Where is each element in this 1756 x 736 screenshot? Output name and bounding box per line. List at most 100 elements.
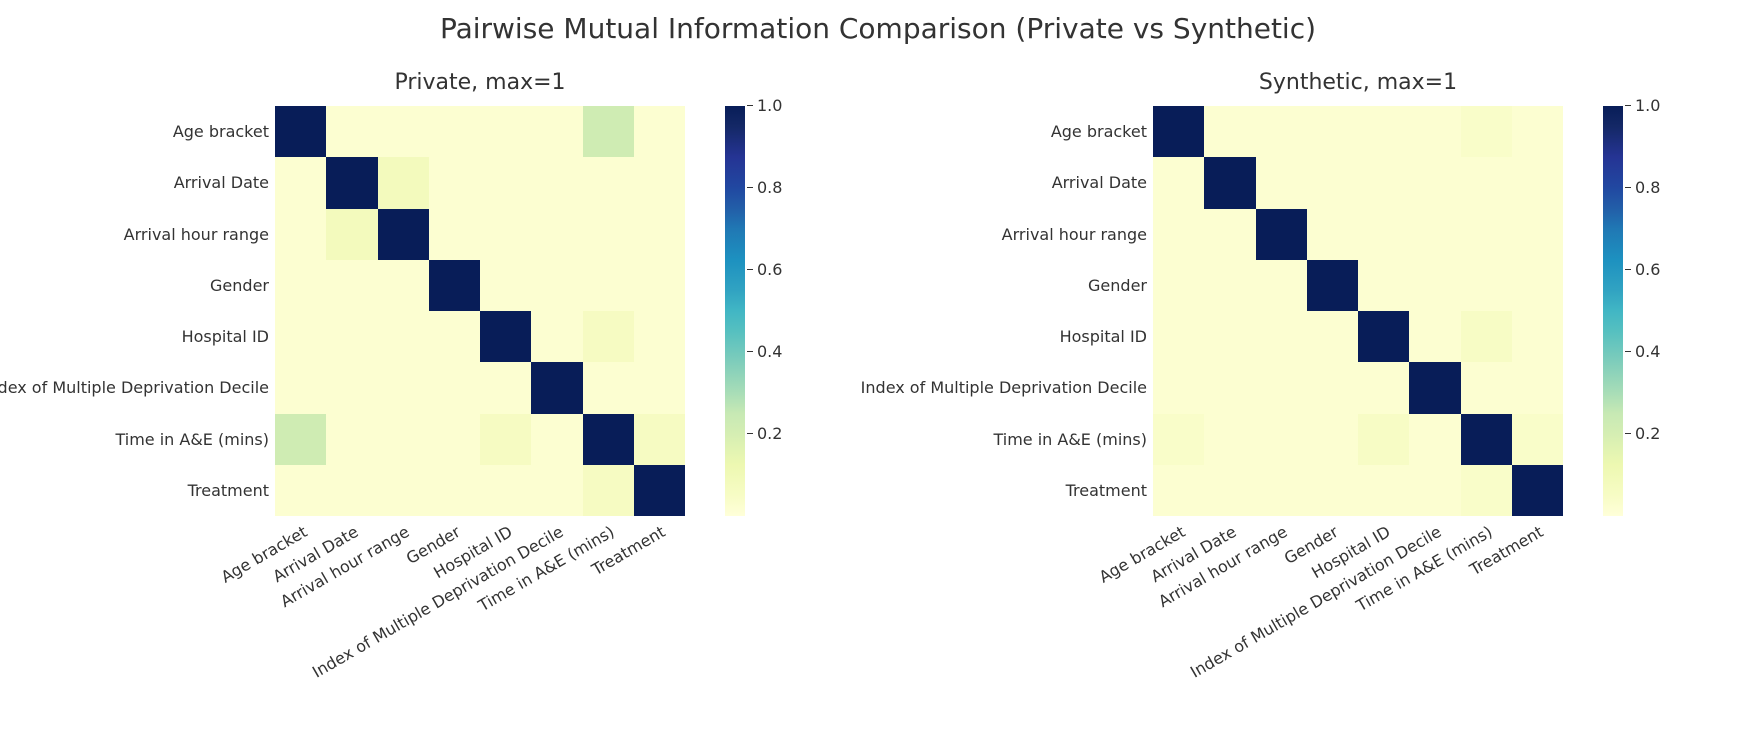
- heatmap-cell: [275, 106, 326, 157]
- heatmap-cell: [429, 106, 480, 157]
- heatmap-cell: [583, 465, 634, 516]
- colorbar-ticks: 0.20.40.60.81.0: [1625, 106, 1685, 516]
- heatmap-cell: [429, 311, 480, 362]
- heatmap-cell: [1256, 106, 1307, 157]
- heatmap-cell: [1358, 362, 1409, 413]
- heatmap-cell: [480, 465, 531, 516]
- y-label: Arrival Date: [878, 157, 1153, 208]
- colorbar-tick: 1.0: [1625, 96, 1660, 115]
- heatmap-cell: [1461, 106, 1512, 157]
- heatmap-cell: [1409, 260, 1460, 311]
- heatmap-cell: [1461, 414, 1512, 465]
- heatmap-cell: [1512, 465, 1563, 516]
- heatmap-cell: [1512, 106, 1563, 157]
- heatmap-cell: [531, 414, 582, 465]
- heatmap-cell: [275, 157, 326, 208]
- heatmap-cell: [429, 157, 480, 208]
- heatmap-cell: [1409, 209, 1460, 260]
- colorbar-gradient: [725, 106, 745, 516]
- heatmap-cell: [1307, 414, 1358, 465]
- colorbar-tick-mark: [1625, 187, 1631, 188]
- y-label: Gender: [878, 260, 1153, 311]
- heatmap-cell: [429, 260, 480, 311]
- heatmap-cell: [429, 209, 480, 260]
- heatmap-cell: [1307, 260, 1358, 311]
- heatmap-cell: [1409, 362, 1460, 413]
- heatmap-cell: [1256, 414, 1307, 465]
- panel-1: Synthetic, max=1Age bracketArrival DateA…: [878, 70, 1756, 690]
- heatmap-cell: [583, 157, 634, 208]
- colorbar-tick-label: 0.2: [757, 424, 782, 443]
- heatmap-cell: [583, 106, 634, 157]
- heatmap-cell: [1409, 465, 1460, 516]
- heatmap-cell: [1307, 362, 1358, 413]
- heatmap-cell: [480, 157, 531, 208]
- colorbar-gradient: [1603, 106, 1623, 516]
- heatmap: [1153, 106, 1563, 516]
- heatmap-cell: [1204, 157, 1255, 208]
- colorbar-tick: 0.8: [1625, 178, 1660, 197]
- x-axis-labels: Age bracketArrival DateArrival hour rang…: [275, 516, 685, 736]
- heatmap-cell: [1461, 260, 1512, 311]
- x-axis-labels: Age bracketArrival DateArrival hour rang…: [1153, 516, 1563, 736]
- heatmap-cell: [1153, 362, 1204, 413]
- heatmap-cell: [1461, 465, 1512, 516]
- heatmap-cell: [275, 362, 326, 413]
- heatmap-cell: [1358, 106, 1409, 157]
- colorbar-tick-label: 1.0: [1635, 96, 1660, 115]
- heatmap-cell: [1358, 311, 1409, 362]
- heatmap-cell: [1256, 311, 1307, 362]
- y-label: Arrival hour range: [878, 209, 1153, 260]
- heatmap-cell: [275, 260, 326, 311]
- heatmap-cell: [1307, 209, 1358, 260]
- heatmap-cell: [1256, 465, 1307, 516]
- y-axis-labels: Age bracketArrival DateArrival hour rang…: [0, 106, 275, 516]
- colorbar-tick-mark: [1625, 433, 1631, 434]
- y-label: Index of Multiple Deprivation Decile: [878, 362, 1153, 413]
- heatmap-cell: [1512, 260, 1563, 311]
- heatmap-cell: [634, 311, 685, 362]
- heatmap-cell: [1256, 362, 1307, 413]
- heatmap-cell: [326, 209, 377, 260]
- heatmap-cell: [634, 106, 685, 157]
- heatmap-cell: [378, 311, 429, 362]
- heatmap-cell: [1409, 106, 1460, 157]
- heatmap-cell: [531, 260, 582, 311]
- heatmap-cell: [1256, 209, 1307, 260]
- heatmap-cell: [275, 465, 326, 516]
- heatmap-cell: [1307, 311, 1358, 362]
- colorbar-tick-label: 0.4: [1635, 342, 1660, 361]
- colorbar-tick: 0.6: [1625, 260, 1660, 279]
- heatmap-cell: [1461, 311, 1512, 362]
- colorbar-tick: 0.6: [747, 260, 782, 279]
- colorbar-tick-label: 0.4: [757, 342, 782, 361]
- heatmap-cell: [531, 106, 582, 157]
- heatmap-cell: [480, 260, 531, 311]
- heatmap-cell: [1204, 465, 1255, 516]
- colorbar-tick-mark: [747, 351, 753, 352]
- heatmap-cell: [1409, 311, 1460, 362]
- panel-0: Private, max=1Age bracketArrival DateArr…: [0, 70, 878, 690]
- colorbar-tick-mark: [747, 187, 753, 188]
- heatmap-cell: [1204, 414, 1255, 465]
- colorbar-tick-label: 0.2: [1635, 424, 1660, 443]
- heatmap-cell: [429, 362, 480, 413]
- heatmap-cell: [634, 465, 685, 516]
- heatmap-cell: [1512, 157, 1563, 208]
- heatmap-cell: [429, 465, 480, 516]
- colorbar-tick: 1.0: [747, 96, 782, 115]
- heatmap-cell: [1204, 311, 1255, 362]
- heatmap-cell: [326, 362, 377, 413]
- colorbar-tick-label: 0.8: [757, 178, 782, 197]
- colorbar-tick-label: 1.0: [757, 96, 782, 115]
- y-label: Age bracket: [878, 106, 1153, 157]
- heatmap-cell: [531, 362, 582, 413]
- heatmap-cell: [275, 311, 326, 362]
- colorbar-tick-label: 0.6: [1635, 260, 1660, 279]
- colorbar-tick-mark: [1625, 269, 1631, 270]
- colorbar: 0.20.40.60.81.0: [725, 106, 815, 516]
- heatmap-cell: [326, 414, 377, 465]
- heatmap-cell: [583, 260, 634, 311]
- heatmap-cell: [634, 157, 685, 208]
- heatmap-cell: [1256, 260, 1307, 311]
